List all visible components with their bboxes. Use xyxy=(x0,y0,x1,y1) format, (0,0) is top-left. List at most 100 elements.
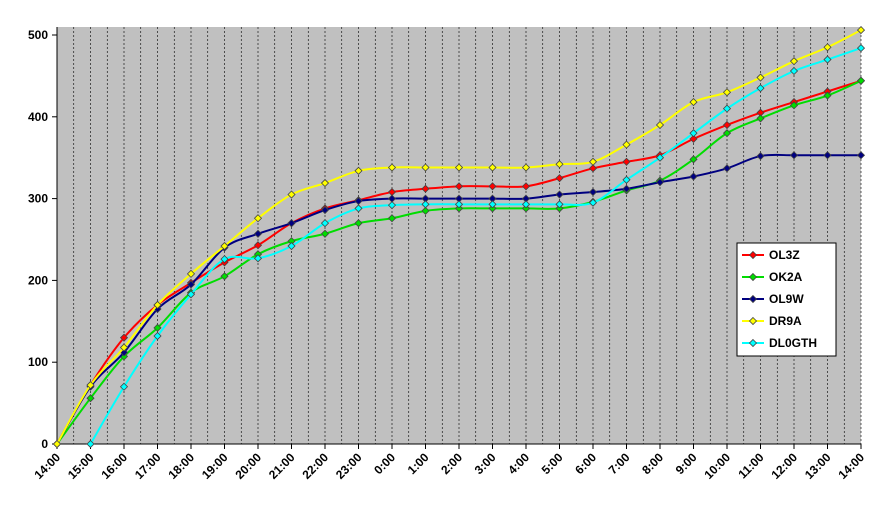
x-tick-label: 5:00 xyxy=(539,450,566,477)
y-tick-label: 300 xyxy=(28,192,48,206)
data-point xyxy=(722,88,732,97)
legend-label: OK2A xyxy=(769,270,803,284)
data-point xyxy=(622,140,631,149)
data-point xyxy=(52,439,62,449)
x-tick-label: 6:00 xyxy=(572,450,599,477)
data-point xyxy=(689,155,698,164)
data-point xyxy=(253,254,263,263)
data-point xyxy=(320,205,330,215)
data-point xyxy=(421,184,430,193)
legend-label: DR9A xyxy=(769,314,802,328)
x-tick-label: 16:00 xyxy=(99,450,131,482)
data-point xyxy=(823,43,832,52)
x-tick-label: 11:00 xyxy=(735,450,766,481)
data-point xyxy=(153,331,162,341)
legend-label: OL9W xyxy=(769,292,804,306)
data-point xyxy=(622,157,631,166)
y-tick-label: 100 xyxy=(28,355,48,369)
data-point xyxy=(588,157,598,166)
data-point xyxy=(119,382,129,391)
data-point xyxy=(387,163,397,172)
data-point xyxy=(756,114,765,123)
data-point xyxy=(253,229,263,238)
data-point xyxy=(622,175,631,184)
data-point xyxy=(387,214,397,223)
data-point xyxy=(823,151,832,160)
data-point xyxy=(588,198,598,207)
data-point xyxy=(86,439,95,449)
data-point xyxy=(454,163,464,172)
x-tick-label: 9:00 xyxy=(673,450,700,477)
x-tick-label: 13:00 xyxy=(802,450,834,482)
x-tick-label: 23:00 xyxy=(333,450,365,482)
y-tick-label: 0 xyxy=(41,437,48,451)
data-point xyxy=(756,73,765,82)
data-point xyxy=(521,200,531,209)
data-point xyxy=(354,204,363,213)
data-point xyxy=(320,219,330,228)
data-point xyxy=(689,172,698,181)
data-point xyxy=(789,66,799,76)
data-point xyxy=(86,381,95,390)
data-point xyxy=(588,164,598,173)
data-point xyxy=(521,163,531,172)
data-point xyxy=(722,120,732,130)
legend-label: DL0GTH xyxy=(769,336,817,350)
data-point xyxy=(354,166,363,175)
data-point xyxy=(722,104,732,113)
data-point xyxy=(186,280,196,289)
data-point xyxy=(655,178,665,187)
data-point xyxy=(421,200,430,209)
data-point xyxy=(153,300,162,310)
x-tick-label: 22:00 xyxy=(300,450,332,482)
data-point xyxy=(387,201,397,210)
data-point xyxy=(756,84,765,93)
x-tick-label: 10:00 xyxy=(702,450,734,482)
x-tick-label: 17:00 xyxy=(132,450,164,482)
data-point xyxy=(789,101,799,110)
data-point xyxy=(856,151,866,160)
data-point xyxy=(220,241,229,251)
data-point xyxy=(856,26,866,35)
data-point xyxy=(555,174,564,183)
data-point xyxy=(488,163,497,172)
data-point xyxy=(622,184,631,193)
data-point xyxy=(320,229,330,238)
data-point xyxy=(555,204,564,213)
data-point xyxy=(655,153,665,162)
data-point xyxy=(689,98,698,107)
data-point xyxy=(555,200,564,209)
data-point xyxy=(86,394,95,403)
legend-marker xyxy=(748,294,758,304)
data-point xyxy=(521,182,531,191)
legend-marker xyxy=(748,272,758,282)
y-tick-label: 500 xyxy=(28,28,48,42)
data-point xyxy=(421,163,430,172)
data-point xyxy=(588,187,598,197)
y-tick-label: 200 xyxy=(28,273,48,287)
data-point xyxy=(253,241,263,250)
x-tick-label: 12:00 xyxy=(769,450,801,482)
x-tick-label: 4:00 xyxy=(505,450,532,477)
data-point xyxy=(555,160,564,169)
data-point xyxy=(555,190,564,199)
data-point xyxy=(287,241,296,251)
y-tick-label: 400 xyxy=(28,110,48,124)
data-point xyxy=(789,151,799,160)
x-tick-label: 15:00 xyxy=(65,450,97,482)
data-point xyxy=(722,129,732,138)
data-point xyxy=(220,255,229,264)
data-point xyxy=(488,200,497,209)
legend-marker xyxy=(748,250,758,260)
data-point xyxy=(287,219,296,228)
data-point xyxy=(856,76,866,85)
x-tick-label: 18:00 xyxy=(166,450,198,482)
data-point xyxy=(421,206,430,215)
x-tick-label: 20:00 xyxy=(233,450,265,482)
data-point xyxy=(823,91,832,100)
data-point xyxy=(119,333,129,342)
data-point xyxy=(253,214,263,223)
data-point xyxy=(220,272,229,281)
data-point xyxy=(153,323,162,332)
